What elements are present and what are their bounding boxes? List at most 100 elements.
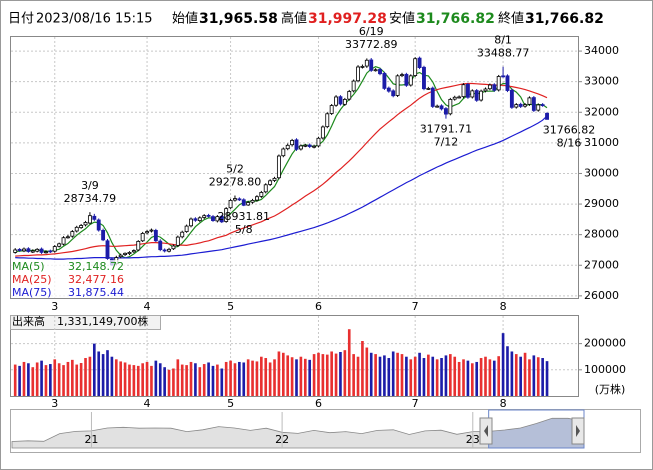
x-tick-label: 5	[227, 397, 234, 410]
candle-body	[413, 58, 418, 76]
candle-body	[35, 248, 40, 252]
volume-bar	[154, 360, 158, 396]
candle-body	[465, 84, 470, 98]
volume-bar	[216, 364, 219, 396]
candle-body	[474, 90, 479, 101]
candle-body	[329, 105, 334, 114]
volume-bar	[22, 361, 26, 396]
ma-line	[15, 66, 548, 259]
candle-body	[369, 59, 374, 71]
candle-body	[228, 199, 233, 209]
main-panel	[10, 36, 579, 299]
volume-bar	[71, 359, 74, 396]
candle-body	[514, 104, 519, 108]
candle-body	[360, 65, 365, 68]
candle-body	[294, 139, 299, 150]
volume-bar	[53, 359, 57, 396]
candle-body	[408, 75, 413, 86]
annotation-value: 31791.71	[420, 123, 473, 136]
legend-value: 32,477.16	[68, 273, 124, 286]
volume-bar	[321, 354, 325, 396]
volume-bar	[290, 357, 294, 396]
volume-bar	[132, 365, 136, 396]
candle-body	[79, 225, 84, 229]
candle-body	[105, 240, 110, 259]
candle-body	[439, 105, 444, 110]
volume-bar	[106, 350, 109, 396]
candle-body	[219, 215, 224, 223]
x-tick-label: 6	[315, 397, 322, 410]
candle-body	[430, 87, 435, 107]
candle-body	[378, 69, 382, 75]
candle-body	[237, 198, 242, 201]
candle-body	[342, 99, 347, 105]
volume-bar	[88, 356, 92, 396]
volume-bar	[114, 359, 118, 396]
candle-body	[22, 248, 26, 252]
candle-body	[215, 216, 220, 222]
ma-line	[15, 82, 548, 257]
candle-body	[457, 96, 462, 99]
volume-bar	[528, 359, 531, 396]
volume-bar	[514, 354, 518, 396]
candle-body	[536, 104, 541, 111]
candle-body	[184, 225, 189, 233]
candle-body	[373, 69, 378, 72]
candle-body	[320, 126, 325, 139]
volume-bar	[347, 329, 351, 396]
candle-body	[285, 144, 290, 150]
volume-bar	[299, 356, 303, 396]
volume-bar	[136, 365, 140, 396]
date: 2023/08/16 15:15	[36, 12, 153, 27]
volume-bar	[251, 360, 254, 396]
annotation-value: 31766.82	[543, 123, 596, 136]
volume-bar	[449, 354, 452, 396]
volume-bar	[110, 356, 114, 396]
volume-bar	[488, 359, 492, 396]
y-tick-label: 32000	[584, 105, 619, 118]
volume-bar	[462, 359, 465, 396]
candle-body	[44, 251, 48, 254]
candle-body	[180, 231, 185, 238]
volume-bar	[145, 361, 149, 396]
volume-bar	[470, 363, 474, 396]
volume-bar	[519, 356, 522, 396]
nav-tick-label: 22	[275, 433, 289, 446]
y-tick-label: 30000	[584, 166, 619, 179]
candle-body	[263, 184, 268, 193]
candle-body	[527, 97, 532, 105]
volume-bar	[35, 362, 39, 396]
y-tick-label: 28000	[584, 228, 619, 241]
volume-bar	[189, 361, 193, 396]
annotation-value: 28734.79	[64, 192, 117, 205]
main-chart: 26000 27000 28000 29000 30000 31000 32000 33000…	[11, 25, 619, 313]
candle-body	[382, 73, 387, 89]
volume-bar	[44, 365, 48, 396]
candle-body	[461, 84, 466, 98]
volume-bar	[277, 351, 281, 396]
volume-bar	[413, 356, 417, 396]
candle-body	[149, 229, 154, 232]
candle-body	[74, 226, 79, 232]
candle-body	[470, 90, 475, 98]
volume-bar	[492, 360, 496, 396]
candle-body	[400, 74, 404, 77]
volume-bar	[211, 365, 215, 396]
legend-name: MA(25)	[12, 273, 52, 286]
volume-bar	[264, 358, 268, 396]
annotation-date: 6/19	[359, 25, 384, 38]
candle-body	[351, 80, 356, 92]
volume-bar	[79, 363, 83, 396]
volume-bar	[374, 354, 377, 396]
close-value: 31,766.82	[525, 11, 604, 27]
x-tick-label: 7	[412, 300, 419, 313]
candle-body	[118, 254, 123, 258]
volume-bar	[141, 363, 144, 396]
ma-line	[15, 115, 548, 260]
volume-bar	[400, 354, 404, 396]
candle-body	[70, 231, 75, 237]
volume-bar	[431, 356, 435, 396]
y-tick-label: 29000	[584, 197, 619, 210]
volume-bar	[475, 361, 479, 396]
annotation-date: 5/8	[235, 223, 253, 236]
